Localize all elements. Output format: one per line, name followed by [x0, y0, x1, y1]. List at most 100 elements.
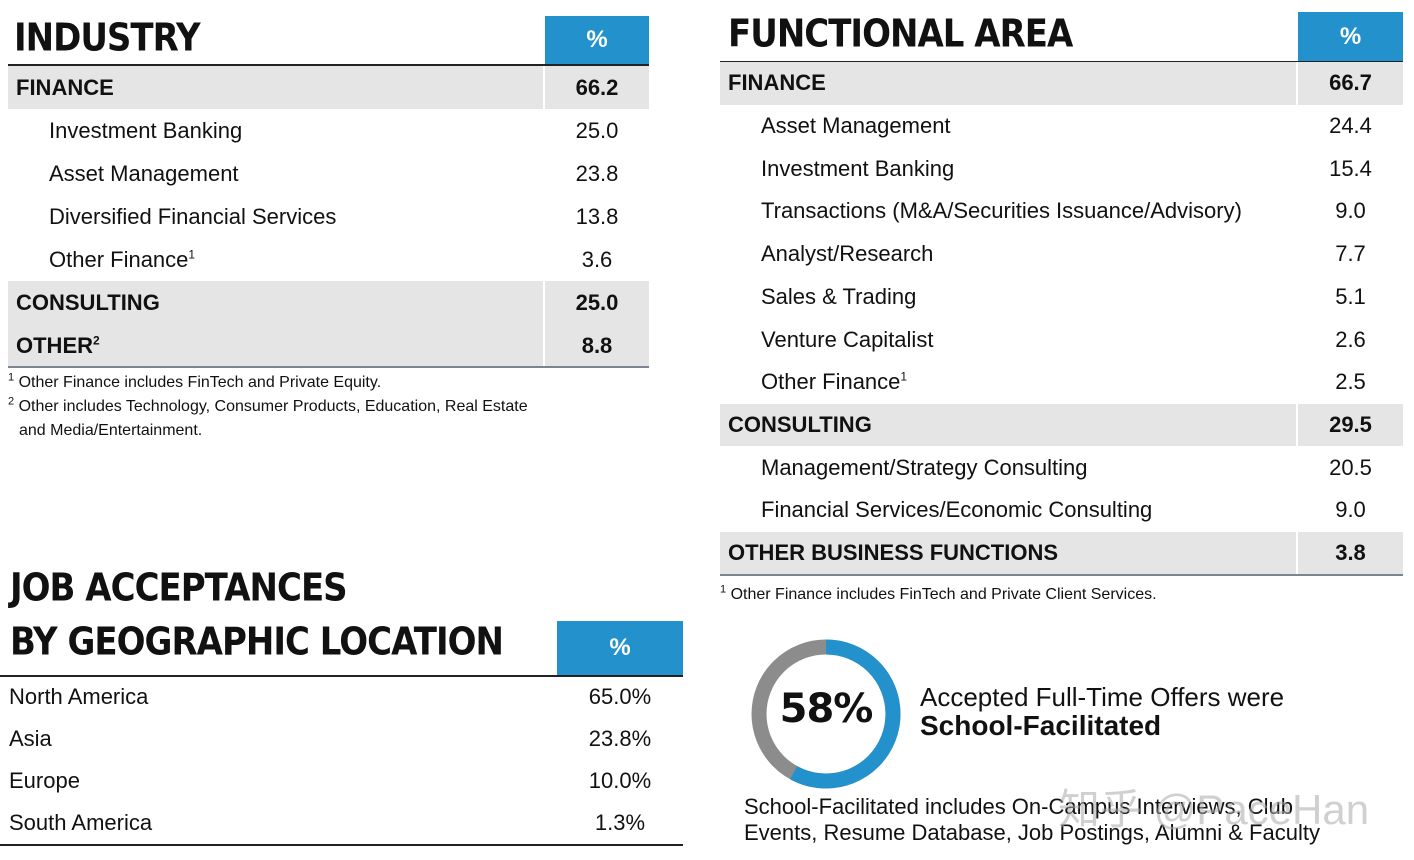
row-label: Asia — [9, 726, 52, 751]
row-label: OTHER2 — [16, 332, 100, 358]
geography-header-rule — [0, 675, 683, 677]
row-value: 5.1 — [1335, 283, 1366, 309]
table-row: Asia 23.8% — [0, 718, 683, 760]
footnote-text: and Media/Entertainment. — [19, 422, 203, 439]
geography-title-line1: JOB ACCEPTANCES — [10, 566, 348, 611]
industry-pct-header: % — [545, 16, 649, 64]
row-value: 9.0 — [1335, 497, 1366, 523]
offer-text-line1: Accepted Full-Time Offers were — [920, 682, 1285, 712]
row-value: 20.5 — [1329, 454, 1372, 480]
row-value: 2.5 — [1335, 369, 1366, 395]
footnote-mark: 1 — [900, 369, 908, 384]
table-row: Other Finance1 2.5 — [720, 361, 1403, 404]
table-row: Financial Services/Economic Consulting 9.… — [720, 489, 1403, 532]
row-value: 13.8 — [575, 203, 619, 229]
row-label: Asset Management — [49, 160, 239, 186]
footnote-mark: 1 — [8, 371, 15, 384]
row-label: Investment Banking — [49, 117, 243, 143]
row-value: 10.0% — [588, 768, 652, 793]
geography-table: JOB ACCEPTANCES BY GEOGRAPHIC LOCATION %… — [0, 566, 683, 850]
school-facilitated-section: 58% Accepted Full-Time Offers were Schoo… — [740, 630, 1400, 850]
watermark-text: 知乎 @PaceHan — [1058, 786, 1370, 833]
table-row: CONSULTING 25.0 — [8, 281, 649, 324]
table-row: Other Finance1 3.6 — [8, 238, 649, 281]
row-label: Europe — [9, 768, 80, 793]
row-value: 66.7 — [1296, 62, 1403, 105]
functional-area-title: FUNCTIONAL AREA — [728, 12, 1073, 57]
row-label: Other Finance1 — [49, 246, 196, 272]
geography-bottom-rule — [0, 844, 683, 846]
table-row: Europe 10.0% — [0, 760, 683, 802]
row-value: 66.2 — [543, 66, 649, 109]
table-row: Investment Banking 15.4 — [720, 147, 1403, 190]
footnote: and Media/Entertainment. — [8, 422, 202, 440]
functional-area-table: FUNCTIONAL AREA % FINANCE 66.7 Asset Manag… — [720, 12, 1403, 612]
row-label: FINANCE — [728, 70, 826, 96]
row-value: 15.4 — [1329, 155, 1372, 181]
footnote-mark: 1 — [188, 247, 196, 262]
footnote-mark: 2 — [93, 333, 100, 348]
industry-table: INDUSTRY % FINANCE 66.2 Investment Banking… — [8, 16, 649, 456]
footnote: 2 Other includes Technology, Consumer Pr… — [8, 395, 528, 416]
row-value: 2.6 — [1335, 326, 1366, 352]
row-value: 25.0 — [575, 117, 619, 143]
functional-area-bottom-rule — [720, 574, 1403, 576]
row-label: Asset Management — [761, 113, 951, 139]
footnote-text: Other includes Technology, Consumer Prod… — [18, 398, 528, 415]
row-label: Other Finance1 — [761, 369, 908, 395]
table-row: OTHER BUSINESS FUNCTIONS 3.8 — [720, 531, 1403, 575]
row-value: 29.5 — [1296, 403, 1403, 447]
footnote: 1 Other Finance includes FinTech and Pri… — [8, 371, 382, 392]
school-facilitated-note-line1: School-Facilitated includes On-Campus In… — [744, 794, 1294, 819]
donut-percent-label: 58% — [779, 686, 874, 732]
row-value: 3.6 — [581, 246, 613, 272]
table-row: OTHER2 8.8 — [8, 324, 649, 367]
table-row: Diversified Financial Services 13.8 — [8, 195, 649, 238]
industry-header-rule — [8, 64, 649, 66]
table-row: Venture Capitalist 2.6 — [720, 318, 1403, 361]
row-value: 23.8 — [575, 160, 619, 186]
row-label: Transactions (M&A/Securities Issuance/Ad… — [761, 198, 1242, 224]
functional-area-footnote: 1 Other Finance includes FinTech and Pri… — [720, 583, 1157, 603]
row-label: OTHER BUSINESS FUNCTIONS — [728, 540, 1059, 566]
row-label: South America — [9, 810, 153, 835]
school-facilitated-donut — [751, 639, 901, 789]
table-row: Analyst/Research 7.7 — [720, 233, 1403, 276]
row-label: Investment Banking — [761, 155, 955, 181]
row-label: FINANCE — [16, 74, 114, 100]
footnote-mark: 2 — [8, 395, 15, 408]
school-facilitated-note-line2: Events, Resume Database, Job Postings, A… — [744, 820, 1320, 845]
offer-text-line2: School-Facilitated — [920, 710, 1162, 741]
industry-bottom-rule — [8, 366, 649, 368]
row-value: 24.4 — [1329, 113, 1372, 139]
row-label: Financial Services/Economic Consulting — [761, 497, 1153, 523]
footnote-text: Other Finance includes FinTech and Priva… — [18, 374, 382, 391]
row-label: Sales & Trading — [761, 283, 917, 309]
row-value: 9.0 — [1335, 198, 1366, 224]
donut-filled-arc — [751, 639, 901, 789]
row-value: 1.3% — [594, 810, 646, 835]
functional-area-pct-header: % — [1298, 12, 1403, 61]
table-row: FINANCE 66.2 — [8, 66, 649, 109]
industry-title: INDUSTRY — [14, 16, 201, 61]
table-row: South America 1.3% — [0, 802, 683, 844]
row-value: 65.0% — [588, 684, 652, 709]
row-label: Analyst/Research — [761, 241, 934, 267]
row-label: CONSULTING — [728, 411, 872, 437]
row-value: 8.8 — [543, 324, 649, 367]
geography-title-line2: BY GEOGRAPHIC LOCATION — [10, 620, 504, 665]
row-value: 25.0 — [543, 281, 649, 324]
row-value: 3.8 — [1296, 531, 1403, 575]
row-label: Diversified Financial Services — [49, 203, 337, 229]
table-row: Sales & Trading 5.1 — [720, 276, 1403, 319]
row-label: Venture Capitalist — [761, 326, 934, 352]
table-row: CONSULTING 29.5 — [720, 403, 1403, 447]
table-row: Asset Management 24.4 — [720, 105, 1403, 148]
row-label: Management/Strategy Consulting — [761, 454, 1088, 480]
geography-pct-header: % — [557, 621, 683, 675]
table-row: Management/Strategy Consulting 20.5 — [720, 446, 1403, 489]
row-value: 7.7 — [1335, 241, 1366, 267]
row-value: 23.8% — [588, 726, 652, 751]
table-row: FINANCE 66.7 — [720, 62, 1403, 105]
table-row: Investment Banking 25.0 — [8, 109, 649, 152]
